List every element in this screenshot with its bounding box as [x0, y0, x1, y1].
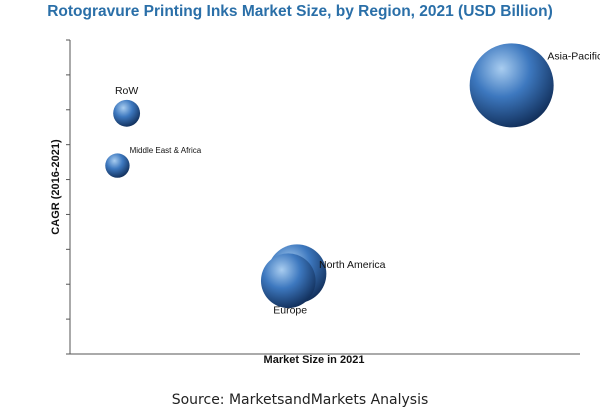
bubble-europe	[260, 253, 316, 309]
bubble-label: Europe	[273, 304, 307, 316]
bubble-row	[113, 99, 141, 127]
y-axis-label: CAGR (2016-2021)	[50, 139, 62, 235]
chart-title: Rotogravure Printing Inks Market Size, b…	[47, 3, 553, 20]
chart-bubble-labels: Asia-Pacific RoW Middle East & Africa North…	[115, 50, 600, 316]
bubble-label: North America	[319, 259, 386, 271]
bubble-middle-east-africa	[105, 153, 130, 178]
source-note: Source: MarketsandMarkets Analysis	[171, 392, 429, 408]
chart-axes	[66, 39, 580, 355]
bubble-label: RoW	[115, 85, 138, 97]
x-axis-label: Market Size in 2021	[264, 354, 365, 366]
bubble-label: Middle East & Africa	[130, 146, 202, 155]
bubble-asia-pacific	[469, 43, 554, 128]
bubble-label: Asia-Pacific	[547, 50, 600, 62]
chart-bubbles	[105, 43, 554, 309]
